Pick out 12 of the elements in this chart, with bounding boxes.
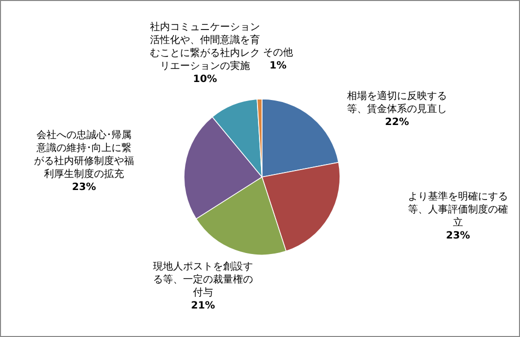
data-label: 1% — [270, 60, 286, 72]
data-label: 22% — [385, 117, 409, 128]
slice-label: 現地人ポストを創設する等、一定の裁量権の付与 — [153, 260, 253, 298]
data-label: 23% — [72, 182, 96, 193]
data-label: 21% — [191, 300, 215, 312]
data-label: 10% — [193, 74, 217, 85]
slice-label: 会社への忠誠心･帰属意識の維持･向上に繋がる社内研修制度や福利厚生制度の拡充 — [34, 129, 134, 180]
slice-label: より基準を明確にする等、人事評価制度の確立 — [408, 190, 508, 228]
slice-label: その他 — [263, 46, 293, 58]
slice-label: 社内コミュニケーション活性化や、仲間意識を育むことに繋がる社内レクリエーションの実施 — [150, 21, 260, 72]
data-label: 23% — [446, 230, 470, 242]
slice-label: 相場を適切に反映する等、賃金体系の見直し — [347, 90, 447, 115]
